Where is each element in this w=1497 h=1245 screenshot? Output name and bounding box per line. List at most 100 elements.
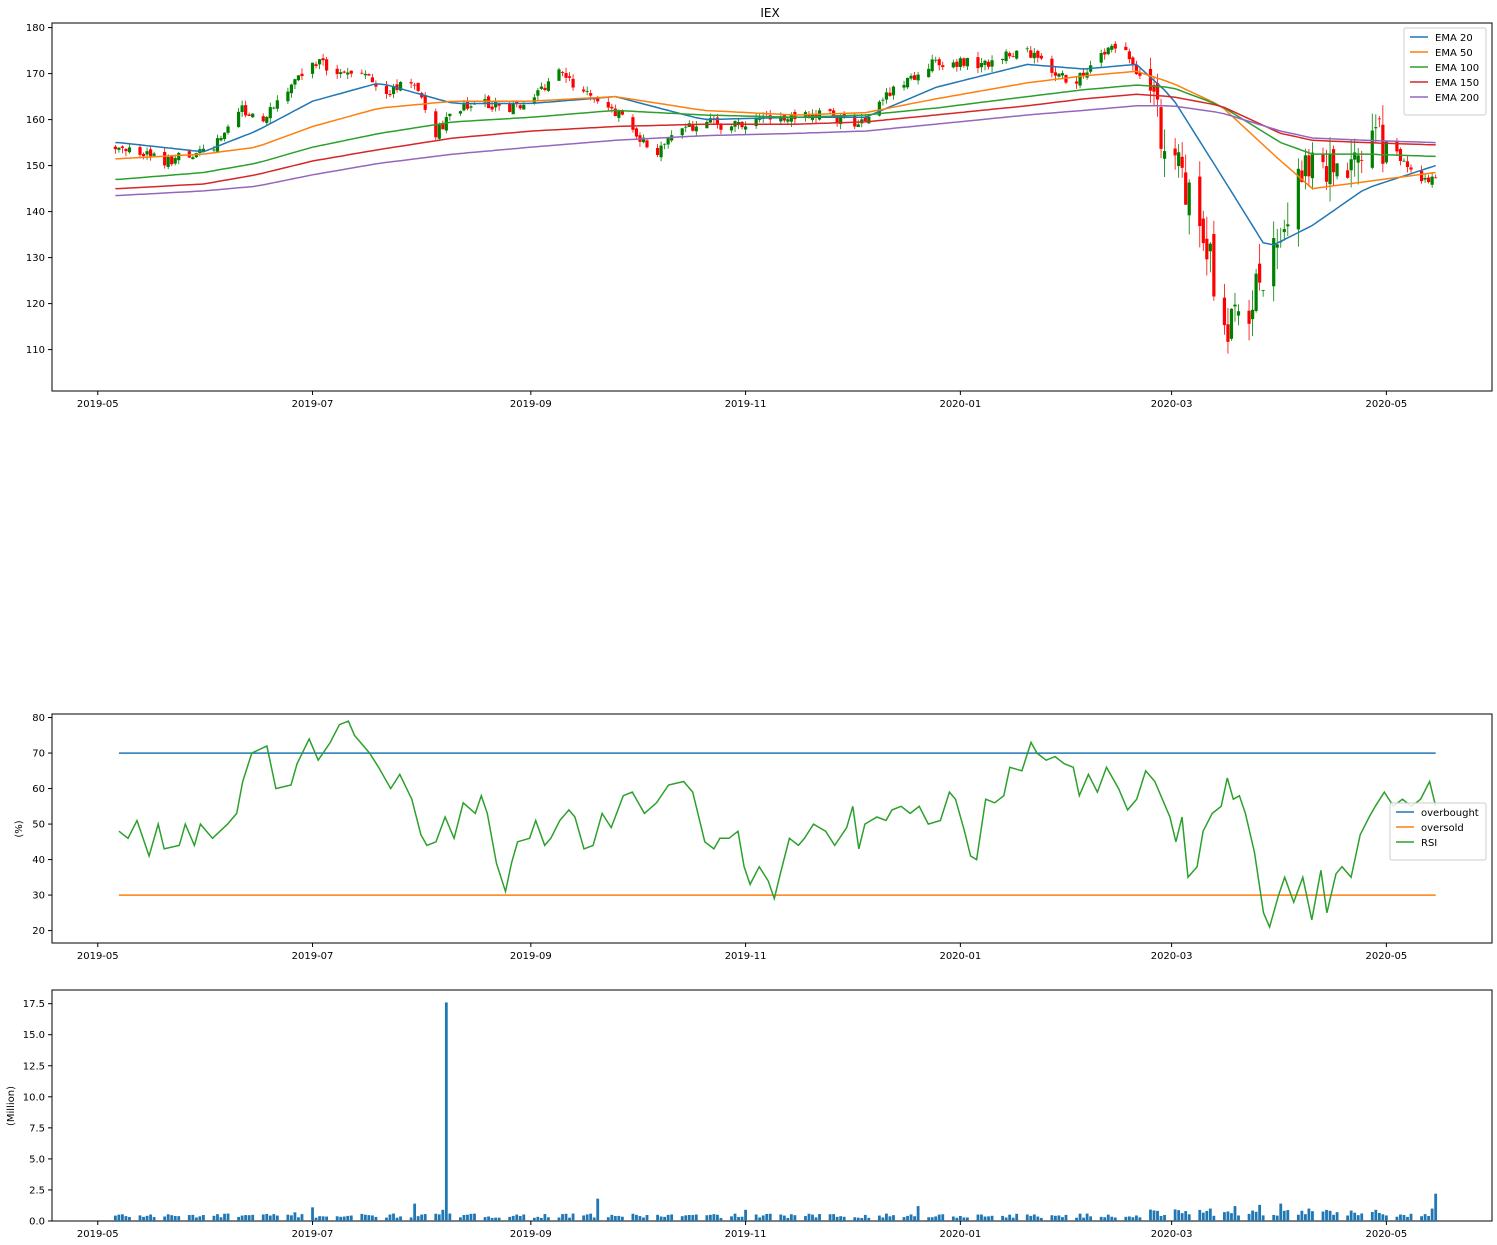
candle-body — [444, 117, 448, 131]
candle-body — [596, 96, 600, 102]
candle-body — [543, 87, 547, 91]
candle-body — [388, 93, 392, 96]
candle-body — [1060, 73, 1065, 76]
candle-body — [261, 116, 265, 122]
candle-body — [268, 107, 272, 119]
volume-bar — [194, 1217, 198, 1221]
volume-bar — [1423, 1214, 1427, 1221]
candle-body — [1405, 161, 1410, 168]
candle-body — [1370, 130, 1374, 168]
volume-xtick-label: 2020-05 — [1365, 1229, 1407, 1240]
candle-body — [1208, 243, 1212, 252]
volume-bar — [1353, 1212, 1357, 1221]
volume-bar — [490, 1217, 494, 1221]
rsi-ytick-label: 30 — [32, 891, 45, 902]
volume-bar — [1226, 1211, 1230, 1221]
volume-bar — [1039, 1217, 1043, 1221]
candle-body — [930, 59, 934, 72]
candle-body — [666, 138, 670, 145]
candle-body — [360, 72, 364, 74]
volume-bar — [1127, 1216, 1131, 1221]
volume-bar — [807, 1213, 811, 1221]
rsi-xtick-label: 2019-07 — [292, 951, 334, 962]
candle-body — [1430, 176, 1434, 185]
candle-body — [173, 157, 177, 164]
candle-body — [631, 117, 635, 130]
volume-bar — [240, 1215, 244, 1221]
rsi-xtick-label: 2020-05 — [1365, 951, 1407, 962]
volume-bar — [1113, 1217, 1117, 1221]
volume-bar — [272, 1214, 276, 1221]
price-ytick-label: 170 — [26, 69, 45, 80]
candle-body — [1081, 72, 1086, 76]
candle-body — [835, 115, 839, 124]
volume-bar — [145, 1215, 149, 1221]
candle-body — [708, 118, 712, 123]
candle-body — [1212, 234, 1216, 297]
candle-body — [423, 95, 427, 110]
candle-body — [117, 147, 121, 150]
candle-body — [166, 156, 170, 167]
candle-body — [976, 57, 980, 69]
volume-bar — [261, 1214, 265, 1221]
volume-bar — [1402, 1215, 1406, 1221]
candle-body — [275, 100, 279, 109]
volume-bar — [881, 1217, 885, 1221]
volume-bar — [1430, 1208, 1434, 1221]
rsi-ylabel: (%) — [14, 820, 25, 837]
volume-bar — [740, 1216, 744, 1221]
volume-bar — [666, 1214, 670, 1221]
price-ytick-label: 120 — [26, 299, 45, 310]
volume-bar — [761, 1215, 765, 1221]
candle-body — [219, 138, 223, 141]
rsi-xtick-label: 2020-03 — [1151, 951, 1193, 962]
candle-body — [458, 111, 463, 114]
volume-bar — [708, 1214, 712, 1221]
volume-bar — [138, 1215, 142, 1221]
candle-body — [1275, 244, 1279, 248]
volume-bar — [374, 1216, 378, 1221]
volume-bar — [515, 1214, 519, 1221]
candle-body — [1180, 156, 1184, 168]
candle-body — [251, 113, 255, 118]
rsi-legend: overbought oversold RSI — [1389, 802, 1487, 861]
candle-body — [1254, 273, 1258, 311]
candle-body — [951, 62, 955, 68]
volume-bar — [444, 1002, 448, 1221]
candle-body — [374, 84, 378, 87]
volume-bar — [1025, 1214, 1029, 1221]
candle-body — [244, 105, 248, 116]
candle-body — [494, 101, 498, 108]
candle-body — [786, 119, 790, 122]
volume-bar — [1233, 1206, 1237, 1221]
volume-xtick-label: 2019-09 — [510, 1229, 552, 1240]
volume-bar — [754, 1214, 758, 1221]
volume-bar — [1001, 1215, 1005, 1221]
volume-bar — [779, 1214, 783, 1221]
volume-bar — [1247, 1213, 1251, 1221]
candle-body — [1296, 168, 1300, 230]
volume-bar — [568, 1217, 571, 1221]
candle-body — [705, 121, 709, 129]
candle-body — [1015, 50, 1019, 59]
volume-bar — [758, 1217, 762, 1221]
candle-body — [617, 111, 621, 118]
volume-bar — [420, 1214, 424, 1221]
volume-bar — [1159, 1216, 1163, 1221]
price-xtick-label: 2019-11 — [725, 399, 767, 410]
volume-bar — [1208, 1208, 1212, 1221]
volume-bar — [346, 1215, 350, 1221]
candle-body — [539, 86, 543, 89]
candle-body — [557, 69, 561, 81]
volume-bar — [962, 1217, 966, 1221]
volume-bar — [976, 1214, 980, 1221]
volume-bar — [613, 1216, 617, 1221]
volume-bar — [561, 1214, 564, 1221]
volume-bar — [437, 1214, 441, 1221]
candle-body — [289, 84, 294, 94]
candle-body — [384, 85, 389, 95]
price-plot-area — [113, 41, 1438, 354]
volume-bar — [631, 1213, 635, 1221]
volume-bar — [1261, 1215, 1265, 1221]
volume-bar — [265, 1213, 269, 1221]
